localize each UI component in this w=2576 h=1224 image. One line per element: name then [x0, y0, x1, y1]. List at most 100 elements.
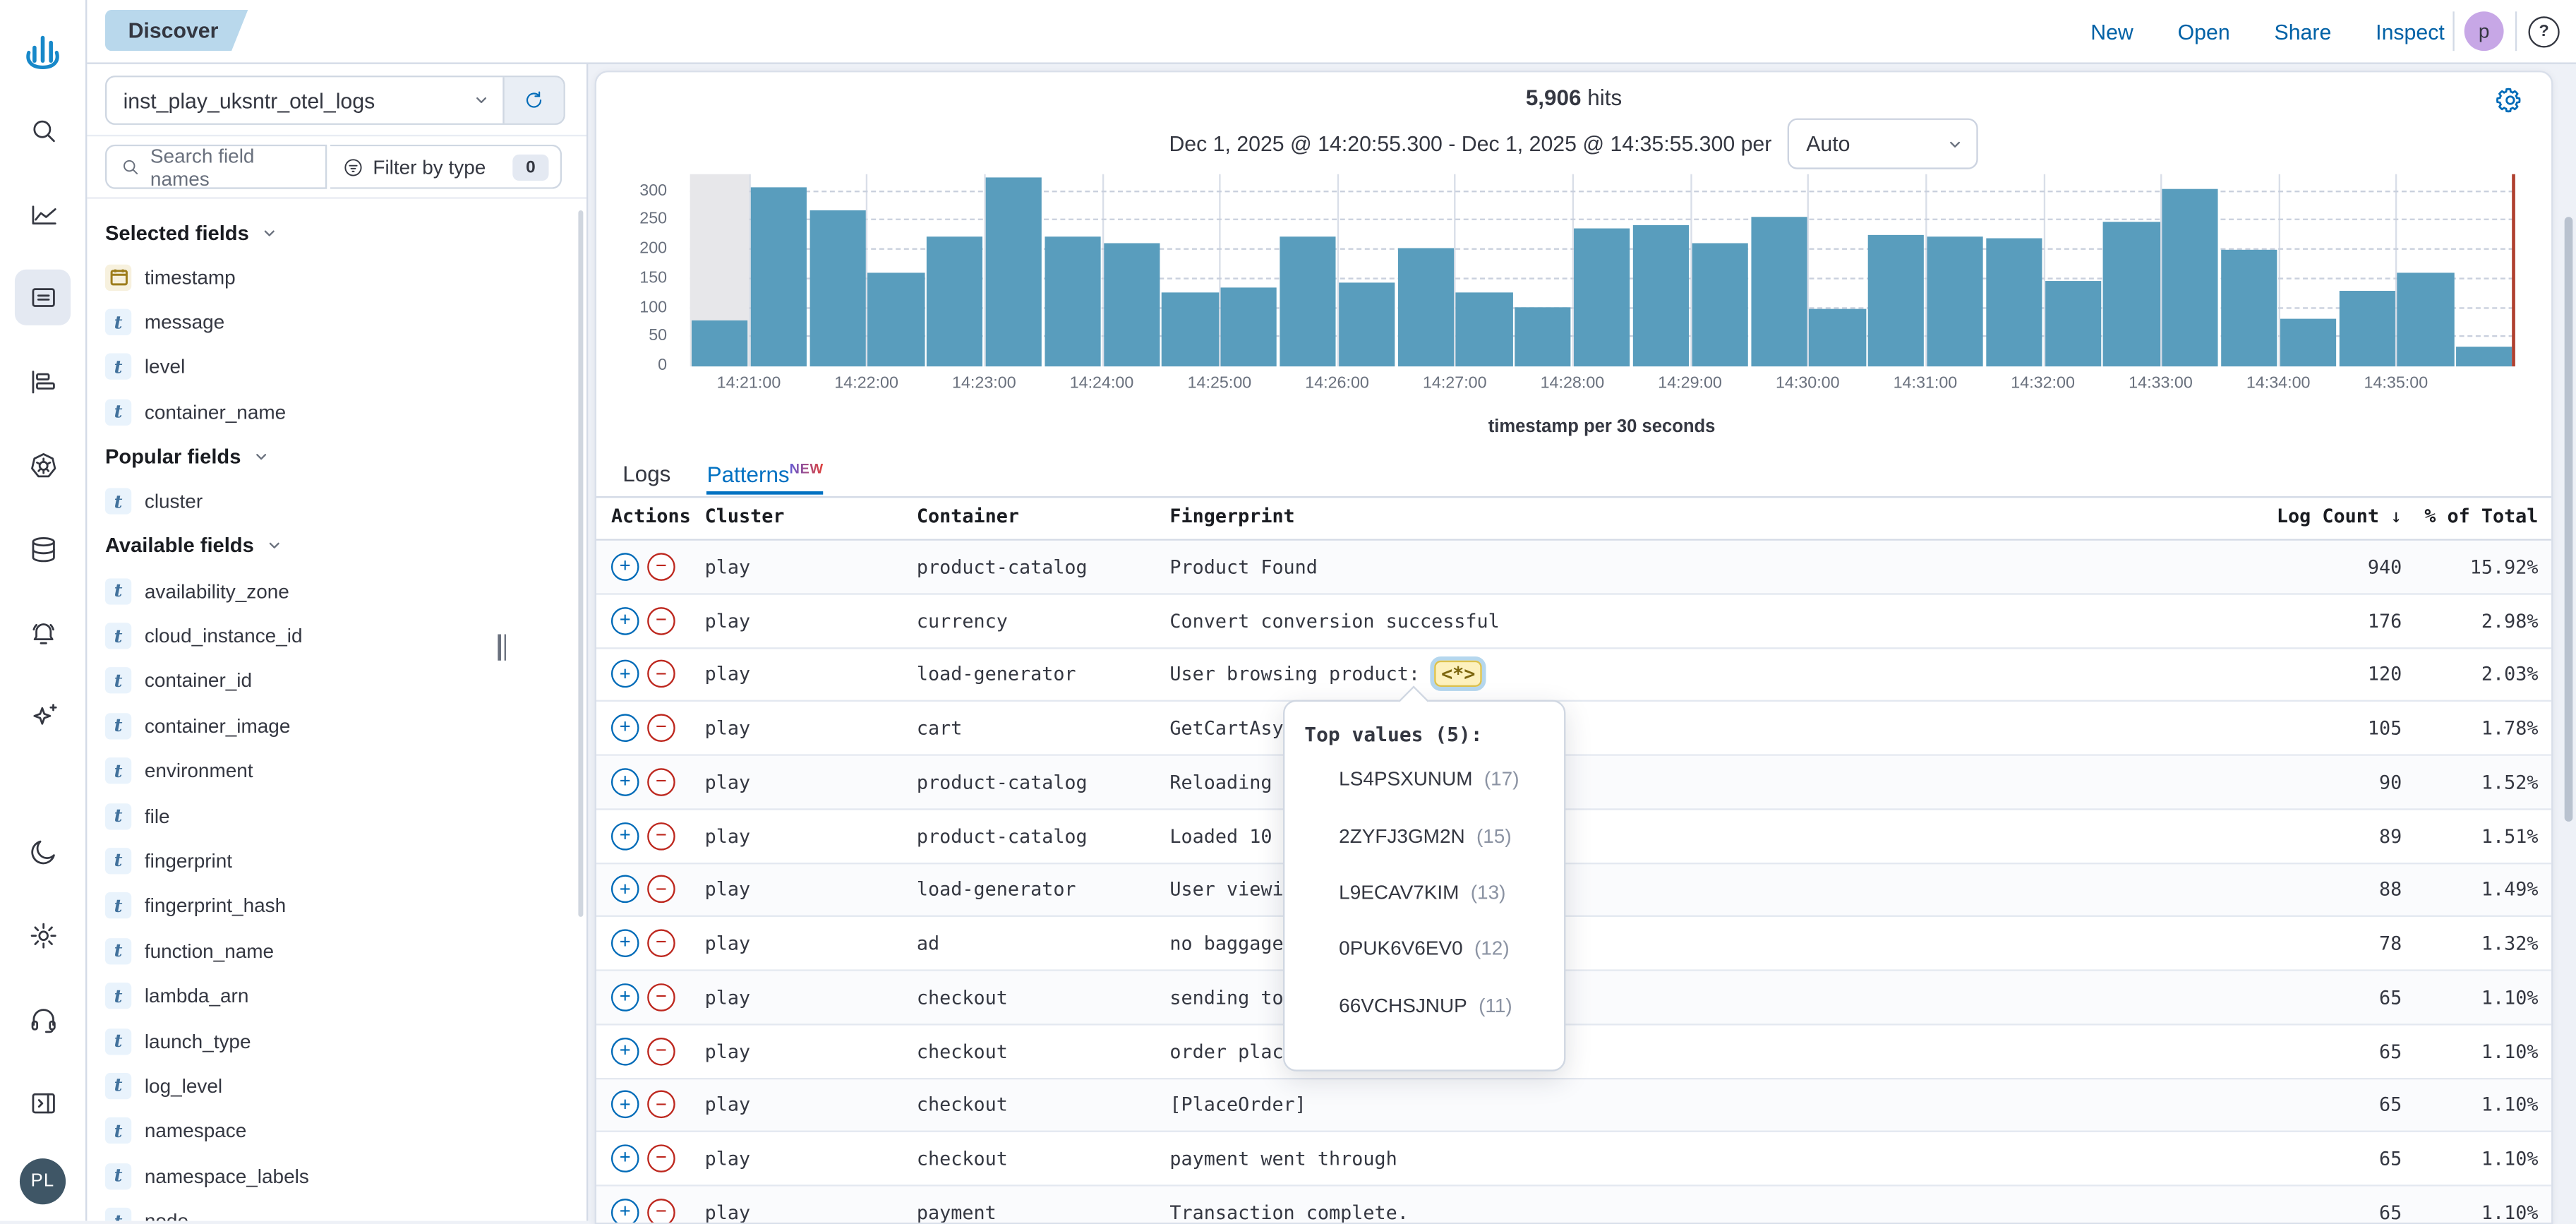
open-button[interactable]: Open [2177, 18, 2230, 44]
field-item-fingerprint_hash[interactable]: t fingerprint_hash [85, 884, 586, 929]
exclude-pattern-button[interactable]: − [647, 1037, 675, 1065]
include-pattern-button[interactable]: + [610, 983, 639, 1012]
table-row[interactable]: + − play load-generator User browsing pr… [596, 648, 2552, 702]
histogram-bar[interactable] [2280, 318, 2337, 367]
field-item-availability_zone[interactable]: t availability_zone [85, 568, 586, 613]
data-view-selector[interactable]: inst_play_uksntr_otel_logs [104, 76, 565, 125]
histogram-bar[interactable] [1809, 308, 1866, 367]
field-item-message[interactable]: t message [85, 300, 586, 345]
histogram-bar[interactable] [2221, 250, 2277, 367]
histogram-bar[interactable] [1691, 242, 1748, 367]
field-item-level[interactable]: t level [85, 344, 586, 390]
histogram-bar[interactable] [1927, 236, 1983, 367]
histogram-bar[interactable] [985, 176, 1042, 367]
kubernetes-icon[interactable] [15, 437, 71, 493]
include-pattern-button[interactable]: + [610, 660, 639, 689]
include-pattern-button[interactable]: + [610, 1144, 639, 1173]
histogram-bar[interactable] [1221, 287, 1277, 367]
elastic-logo[interactable] [21, 26, 64, 72]
tab-patterns[interactable]: PatternsNEW [706, 460, 824, 495]
field-item-file[interactable]: t file [85, 793, 586, 839]
new-button[interactable]: New [2090, 18, 2133, 44]
table-row[interactable]: + − play product-catalog Reloading P 90 … [596, 755, 2552, 810]
histogram-bar[interactable] [1338, 282, 1395, 367]
include-pattern-button[interactable]: + [610, 1037, 639, 1065]
field-item-cloud_instance_id[interactable]: t cloud_instance_id [85, 613, 586, 659]
search-icon[interactable] [15, 102, 71, 157]
histogram-bar[interactable] [1103, 243, 1160, 367]
histogram-bar[interactable] [750, 186, 807, 367]
histogram-bar[interactable] [2162, 188, 2219, 367]
include-pattern-button[interactable]: + [610, 606, 639, 635]
field-section-header[interactable]: Selected fields [85, 210, 586, 255]
histogram-bar[interactable] [2456, 346, 2513, 367]
table-row[interactable]: + − play load-generator User viewin 88 1… [596, 863, 2552, 918]
exclude-pattern-button[interactable]: − [647, 660, 675, 689]
exclude-pattern-button[interactable]: − [647, 553, 675, 581]
histogram-bar[interactable] [1985, 237, 2042, 367]
exclude-pattern-button[interactable]: − [647, 822, 675, 850]
field-item-namespace[interactable]: t namespace [85, 1108, 586, 1153]
field-item-timestamp[interactable]: timestamp [85, 255, 586, 300]
space-avatar[interactable]: p [2464, 11, 2504, 52]
field-item-lambda_arn[interactable]: t lambda_arn [85, 973, 586, 1019]
tab-logs[interactable]: Logs [622, 462, 671, 487]
table-row[interactable]: + − play checkout payment went through 6… [596, 1132, 2552, 1187]
field-item-node[interactable]: tnode [85, 1199, 586, 1221]
table-row[interactable]: + − play product-catalog Product Found 9… [596, 540, 2552, 595]
support-headphones-icon[interactable] [15, 991, 71, 1047]
histogram-bar[interactable] [692, 320, 748, 367]
exclude-pattern-button[interactable]: − [647, 929, 675, 958]
table-row[interactable]: + − play checkout sending to 65 1.10% [596, 971, 2552, 1025]
share-button[interactable]: Share [2274, 18, 2332, 44]
field-item-container_image[interactable]: t container_image [85, 704, 586, 749]
histogram-bar[interactable] [1397, 248, 1454, 367]
include-pattern-button[interactable]: + [610, 822, 639, 850]
exclude-pattern-button[interactable]: − [647, 767, 675, 796]
histogram-bar[interactable] [809, 210, 866, 367]
exclude-pattern-button[interactable]: − [647, 1091, 675, 1119]
histogram-bar[interactable] [2045, 280, 2101, 367]
sidebar-scrollbar[interactable] [578, 210, 584, 917]
field-item-launch_type[interactable]: t launch_type [85, 1019, 586, 1064]
dark-mode-moon-icon[interactable] [15, 823, 71, 879]
ai-assistant-icon[interactable] [15, 688, 71, 744]
table-row[interactable]: + − play cart GetCartAsyn 105 1.78% [596, 702, 2552, 756]
histogram-bar[interactable] [868, 272, 925, 367]
field-item-function_name[interactable]: t function_name [85, 928, 586, 973]
table-row[interactable]: + − play ad no baggage 78 1.32% [596, 917, 2552, 971]
histogram-bar[interactable] [927, 236, 984, 367]
exclude-pattern-button[interactable]: − [647, 606, 675, 635]
database-icon[interactable] [15, 521, 71, 577]
histogram-bar[interactable] [1632, 224, 1690, 367]
field-item-log_level[interactable]: t log_level [85, 1064, 586, 1109]
field-section-header[interactable]: Popular fields [85, 435, 586, 479]
field-item-namespace_labels[interactable]: t namespace_labels [85, 1153, 586, 1199]
exclude-pattern-button[interactable]: − [647, 1144, 675, 1173]
field-item-environment[interactable]: t environment [85, 748, 586, 793]
filter-by-type-button[interactable]: Filter by type 0 [330, 144, 562, 189]
refresh-button[interactable] [502, 77, 564, 124]
histogram-bar[interactable] [1045, 236, 1101, 367]
pattern-variable-token[interactable]: <*> [1434, 661, 1482, 688]
table-row[interactable]: + − play currency Convert conversion suc… [596, 594, 2552, 649]
search-field-names-input[interactable]: Search field names [104, 144, 327, 190]
histogram-bar[interactable] [1515, 306, 1572, 367]
histogram-bar[interactable] [1750, 216, 1807, 367]
histogram-bar[interactable] [1456, 292, 1513, 367]
histogram-bar[interactable] [1574, 228, 1630, 367]
settings-gear-icon[interactable] [15, 907, 71, 963]
sidebar-resize-handle[interactable] [498, 634, 509, 661]
table-row[interactable]: + − play payment Transaction complete. 6… [596, 1186, 2552, 1223]
field-section-header[interactable]: Available fields [85, 524, 586, 568]
include-pattern-button[interactable]: + [610, 1198, 639, 1223]
histogram-chart[interactable] [690, 174, 2515, 367]
window-scrollbar[interactable] [2564, 217, 2573, 822]
include-pattern-button[interactable]: + [610, 714, 639, 743]
exclude-pattern-button[interactable]: − [647, 714, 675, 743]
histogram-bar[interactable] [1280, 236, 1337, 367]
exclude-pattern-button[interactable]: − [647, 983, 675, 1012]
histogram-bar[interactable] [1162, 292, 1219, 367]
table-row[interactable]: + − play checkout order place 65 1.10% [596, 1025, 2552, 1079]
histogram-bar[interactable] [2338, 290, 2395, 367]
